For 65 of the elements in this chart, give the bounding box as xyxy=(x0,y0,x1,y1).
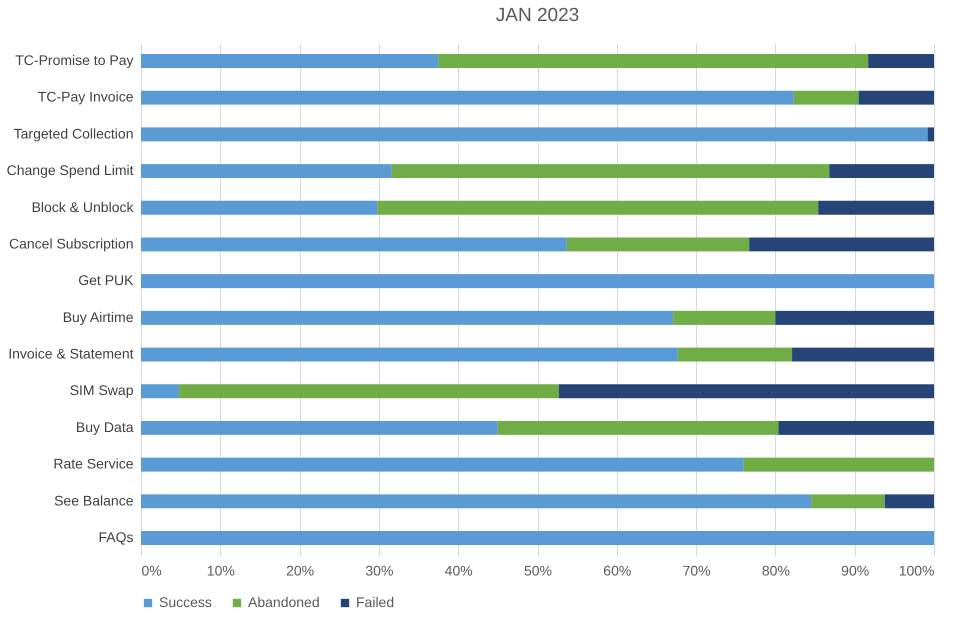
x-tick-label: 20% xyxy=(286,562,314,578)
y-tick-label: Buy Data xyxy=(76,418,134,435)
bar xyxy=(141,274,934,288)
y-tick-label: Get PUK xyxy=(78,272,134,288)
bar xyxy=(818,200,934,215)
bar xyxy=(558,384,934,398)
y-tick-label: See Balance xyxy=(54,492,134,508)
x-tick-label: 50% xyxy=(524,562,552,578)
legend-label: Failed xyxy=(356,594,394,610)
y-tick-label: Block & Unblock xyxy=(32,198,134,215)
bar xyxy=(928,127,934,142)
y-tick-label: Buy Airtime xyxy=(62,308,134,325)
bar xyxy=(498,420,779,435)
x-tick-label: 100% xyxy=(898,562,934,578)
bar xyxy=(811,494,885,508)
bar xyxy=(141,494,812,508)
x-tick-label: 70% xyxy=(682,562,711,578)
bar xyxy=(141,384,180,398)
y-tick-label: SIM Swap xyxy=(70,382,134,398)
x-tick-label: 0% xyxy=(142,562,162,578)
y-tick-label: Invoice & Statement xyxy=(8,346,134,362)
bar xyxy=(392,164,830,178)
x-tick-label: 90% xyxy=(841,562,870,578)
bar xyxy=(141,164,392,178)
bar xyxy=(884,494,934,508)
bar xyxy=(179,384,559,398)
bar xyxy=(377,200,818,215)
bar xyxy=(566,237,750,252)
bar xyxy=(141,348,678,362)
y-tick-label: FAQs xyxy=(98,529,134,546)
bar xyxy=(778,420,934,435)
y-tick-label: Change Spend Limit xyxy=(6,162,134,178)
bar xyxy=(858,90,934,105)
y-tick-label: TC-Pay Invoice xyxy=(38,88,134,105)
bar xyxy=(141,200,378,215)
bar xyxy=(829,164,934,178)
bar xyxy=(775,310,934,325)
bar xyxy=(141,531,934,545)
bar xyxy=(749,237,934,252)
bar xyxy=(794,90,859,105)
bar xyxy=(673,310,776,325)
bar xyxy=(438,54,868,68)
bar xyxy=(141,127,928,142)
bar xyxy=(141,54,438,68)
bar xyxy=(141,310,674,325)
x-tick-label: 30% xyxy=(365,562,394,578)
y-tick-label: Targeted Collection xyxy=(14,125,134,142)
bar xyxy=(141,237,567,252)
y-tick-label: TC-Promise to Pay xyxy=(15,52,134,68)
legend-label: Abandoned xyxy=(248,594,320,610)
bar xyxy=(141,420,498,435)
y-tick-label: Cancel Subscription xyxy=(8,235,134,252)
bar xyxy=(678,348,792,362)
chart-title: JAN 2023 xyxy=(496,5,580,26)
x-tick-label: 80% xyxy=(762,562,790,578)
bar xyxy=(141,90,794,105)
x-tick-label: 60% xyxy=(603,562,632,578)
x-tick-label: 10% xyxy=(206,562,235,578)
y-tick-label: Rate Service xyxy=(53,456,134,472)
bar xyxy=(141,458,744,472)
bar xyxy=(868,54,934,68)
bar xyxy=(792,348,934,362)
bar xyxy=(744,458,934,472)
x-tick-label: 40% xyxy=(444,562,473,578)
legend-label: Success xyxy=(159,594,212,610)
